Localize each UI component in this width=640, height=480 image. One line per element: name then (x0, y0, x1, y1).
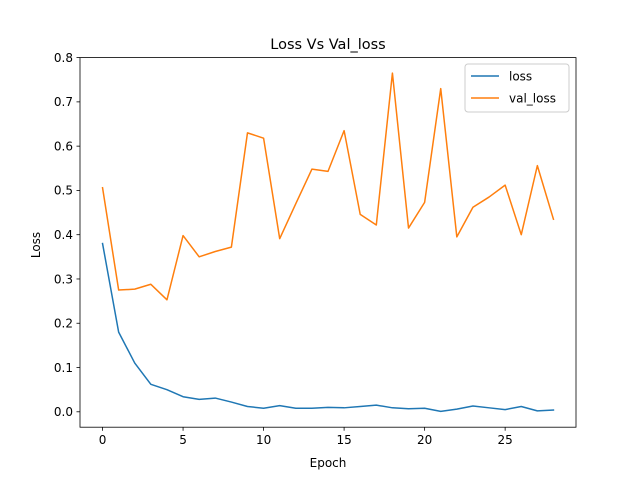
y-tick-label: 0.6 (54, 139, 73, 153)
y-tick-label: 0.3 (54, 272, 73, 286)
y-tick-label: 0.1 (54, 361, 73, 375)
x-tick-label: 5 (179, 433, 187, 447)
legend: loss val_loss (464, 63, 570, 113)
y-tick-label: 0.7 (54, 95, 73, 109)
legend-label-val-loss: val_loss (509, 91, 556, 105)
y-axis-label: Loss (29, 232, 43, 258)
chart-title: Loss Vs Val_loss (270, 37, 385, 53)
x-tick-label: 20 (417, 433, 432, 447)
x-tick-label: 10 (256, 433, 271, 447)
series-line-val-loss (101, 72, 555, 301)
series-line-loss (101, 242, 555, 413)
y-tick-label: 0.8 (54, 51, 73, 65)
x-axis-label: Epoch (310, 456, 347, 470)
x-tick-label: 0 (99, 433, 107, 447)
y-tick-label: 0.0 (54, 405, 73, 419)
y-tick-label: 0.4 (54, 228, 73, 242)
x-tick-label: 15 (336, 433, 351, 447)
x-tick-label: 25 (498, 433, 513, 447)
y-tick-label: 0.5 (54, 184, 73, 198)
plot-area: 0 5 10 15 20 25 0.0 0.1 0.2 0.3 0.4 0.5 0.6 0.7 0.8 (54, 51, 577, 447)
y-tick-label: 0.2 (54, 317, 73, 331)
axes-frame (79, 57, 577, 428)
legend-label-loss: loss (509, 69, 532, 83)
